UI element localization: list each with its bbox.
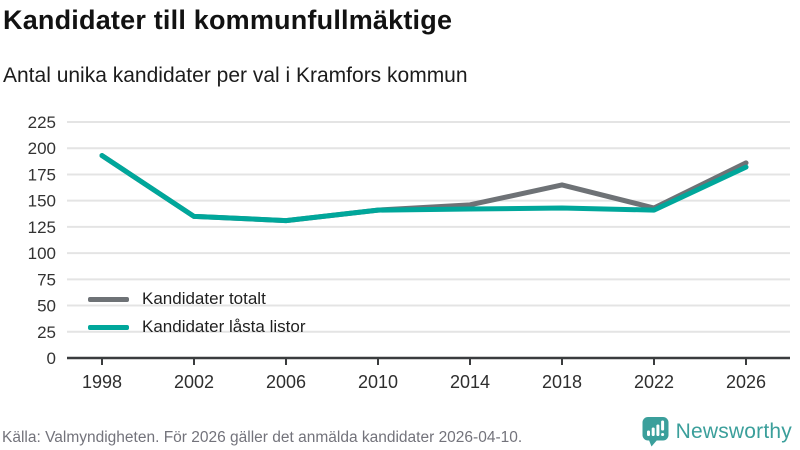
legend-item-lasta-listor: Kandidater låsta listor — [88, 318, 305, 336]
legend-label-lasta-listor: Kandidater låsta listor — [142, 317, 306, 336]
svg-text:225: 225 — [28, 113, 56, 132]
svg-text:2018: 2018 — [542, 372, 582, 392]
svg-text:1998: 1998 — [82, 372, 122, 392]
legend-swatch-totalt — [88, 296, 129, 302]
svg-text:50: 50 — [37, 297, 56, 316]
svg-text:2006: 2006 — [266, 372, 306, 392]
svg-text:175: 175 — [28, 165, 56, 184]
svg-text:2010: 2010 — [358, 372, 398, 392]
svg-text:150: 150 — [28, 192, 56, 211]
svg-text:2026: 2026 — [726, 372, 766, 392]
chart-legend: Kandidater totalt Kandidater låsta listo… — [88, 290, 305, 336]
svg-text:200: 200 — [28, 139, 56, 158]
line-chart: 0 25 50 75 100 125 150 175 200 225 1998 2002 2006 201… — [28, 113, 790, 392]
newsworthy-bar-chart-icon — [642, 417, 669, 447]
legend-item-totalt: Kandidater totalt — [88, 290, 305, 308]
svg-text:2014: 2014 — [450, 372, 490, 392]
svg-text:0: 0 — [47, 349, 56, 368]
source-note: Källa: Valmyndigheten. För 2026 gäller d… — [2, 429, 523, 446]
svg-text:2022: 2022 — [634, 372, 674, 392]
legend-swatch-lasta-listor — [88, 324, 129, 330]
svg-text:125: 125 — [28, 218, 56, 237]
svg-text:25: 25 — [37, 323, 56, 342]
svg-text:2002: 2002 — [174, 372, 214, 392]
chart-subtitle: Antal unika kandidater per val i Kramfor… — [3, 64, 468, 87]
legend-label-totalt: Kandidater totalt — [142, 289, 266, 308]
newsworthy-wordmark: Newsworthy — [675, 419, 792, 443]
newsworthy-logo: Newsworthy — [642, 416, 792, 447]
chart-title: Kandidater till kommunfullmäktige — [3, 5, 453, 35]
svg-text:75: 75 — [37, 270, 56, 289]
svg-text:100: 100 — [28, 244, 56, 263]
